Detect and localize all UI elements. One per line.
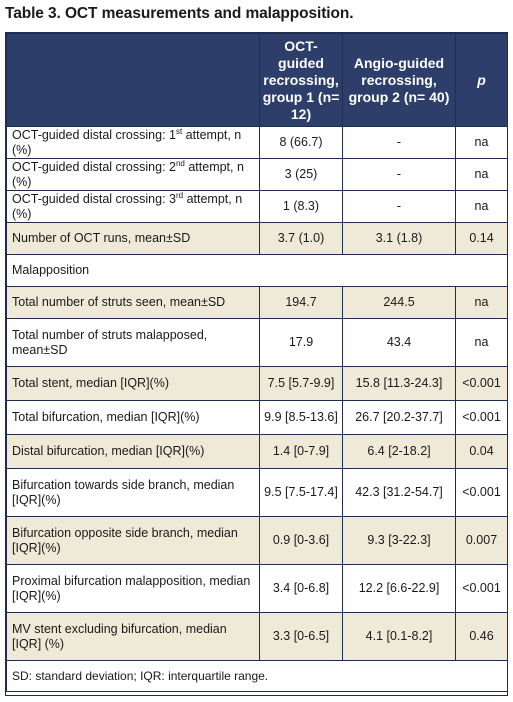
p-value: 0.04 <box>455 434 508 469</box>
group2-value: - <box>342 158 456 191</box>
table-row: Number of OCT runs, mean±SD 3.7 (1.0) 3.… <box>6 222 508 255</box>
row-label: OCT-guided distal crossing: 3rd attempt,… <box>6 190 260 223</box>
p-value: 0.007 <box>455 516 508 565</box>
table-row: OCT-guided distal crossing: 3rd attempt,… <box>6 190 508 223</box>
table-row: Proximal bifurcation malapposition, medi… <box>6 564 508 613</box>
row-label: Number of OCT runs, mean±SD <box>6 222 260 255</box>
group1-value: 3 (25) <box>259 158 343 191</box>
row-label: MV stent excluding bifurcation, median [… <box>6 612 260 661</box>
group2-value: 12.2 [6.6-22.9] <box>342 564 456 613</box>
group2-value: 3.1 (1.8) <box>342 222 456 255</box>
header-row: OCT-guided recrossing, group 1 (n= 12) A… <box>6 33 508 127</box>
table-row: Distal bifurcation, median [IQR](%) 1.4 … <box>6 434 508 469</box>
group1-value: 0.9 [0-3.6] <box>259 516 343 565</box>
p-value: 0.14 <box>455 222 508 255</box>
p-value: <0.001 <box>455 564 508 613</box>
table-row: Total number of struts seen, mean±SD 194… <box>6 286 508 319</box>
p-value: na <box>455 286 508 319</box>
p-value: na <box>455 126 508 159</box>
row-label: Total bifurcation, median [IQR](%) <box>6 400 260 435</box>
row-label: Bifurcation towards side branch, median … <box>6 468 260 517</box>
section-row-malapposition: Malapposition <box>6 254 508 287</box>
group1-value: 3.4 [0-6.8] <box>259 564 343 613</box>
group2-value: 4.1 [0.1-8.2] <box>342 612 456 661</box>
oct-table-container: OCT-guided recrossing, group 1 (n= 12) A… <box>5 32 508 696</box>
header-group1: OCT-guided recrossing, group 1 (n= 12) <box>259 33 343 127</box>
p-value: <0.001 <box>455 400 508 435</box>
table-row: Total bifurcation, median [IQR](%) 9.9 [… <box>6 400 508 435</box>
group1-value: 9.5 [7.5-17.4] <box>259 468 343 517</box>
group2-value: 9.3 [3-22.3] <box>342 516 456 565</box>
group1-value: 1 (8.3) <box>259 190 343 223</box>
table-row: Bifurcation opposite side branch, median… <box>6 516 508 565</box>
header-group2: Angio-guided recrossing, group 2 (n= 40) <box>342 33 456 127</box>
table-row: MV stent excluding bifurcation, median [… <box>6 612 508 661</box>
group1-value: 194.7 <box>259 286 343 319</box>
group2-value: 244.5 <box>342 286 456 319</box>
p-value: <0.001 <box>455 366 508 401</box>
header-label-cell <box>6 33 260 127</box>
header-p-value: p <box>455 33 508 127</box>
group2-value: 42.3 [31.2-54.7] <box>342 468 456 517</box>
p-value: <0.001 <box>455 468 508 517</box>
section-label: Malapposition <box>6 254 508 287</box>
group2-value: 15.8 [11.3-24.3] <box>342 366 456 401</box>
row-label: Total stent, median [IQR](%) <box>6 366 260 401</box>
row-label: Proximal bifurcation malapposition, medi… <box>6 564 260 613</box>
group1-value: 7.5 [5.7-9.9] <box>259 366 343 401</box>
group2-value: 6.4 [2-18.2] <box>342 434 456 469</box>
row-label: OCT-guided distal crossing: 2nd attempt,… <box>6 158 260 191</box>
row-label: Distal bifurcation, median [IQR](%) <box>6 434 260 469</box>
p-value: 0.46 <box>455 612 508 661</box>
p-value: na <box>455 158 508 191</box>
table-row: Total number of struts malapposed, mean±… <box>6 318 508 367</box>
row-label: Bifurcation opposite side branch, median… <box>6 516 260 565</box>
row-label: OCT-guided distal crossing: 1st attempt,… <box>6 126 260 159</box>
group1-value: 3.3 [0-6.5] <box>259 612 343 661</box>
table-row: Bifurcation towards side branch, median … <box>6 468 508 517</box>
p-value: na <box>455 190 508 223</box>
table-row: Total stent, median [IQR](%) 7.5 [5.7-9.… <box>6 366 508 401</box>
group2-value: 43.4 <box>342 318 456 367</box>
oct-measurements-table: OCT-guided recrossing, group 1 (n= 12) A… <box>6 33 508 692</box>
footnote: SD: standard deviation; IQR: interquarti… <box>6 660 508 692</box>
row-label: Total number of struts seen, mean±SD <box>6 286 260 319</box>
group1-value: 8 (66.7) <box>259 126 343 159</box>
group1-value: 1.4 [0-7.9] <box>259 434 343 469</box>
footnote-row: SD: standard deviation; IQR: interquarti… <box>6 660 508 692</box>
table-row: OCT-guided distal crossing: 2nd attempt,… <box>6 158 508 191</box>
group1-value: 3.7 (1.0) <box>259 222 343 255</box>
group2-value: 26.7 [20.2-37.7] <box>342 400 456 435</box>
table-title: Table 3. OCT measurements and malapposit… <box>5 5 354 22</box>
row-label: Total number of struts malapposed, mean±… <box>6 318 260 367</box>
group1-value: 17.9 <box>259 318 343 367</box>
p-value: na <box>455 318 508 367</box>
group1-value: 9.9 [8.5-13.6] <box>259 400 343 435</box>
group2-value: - <box>342 126 456 159</box>
group2-value: - <box>342 190 456 223</box>
table-row: OCT-guided distal crossing: 1st attempt,… <box>6 126 508 159</box>
